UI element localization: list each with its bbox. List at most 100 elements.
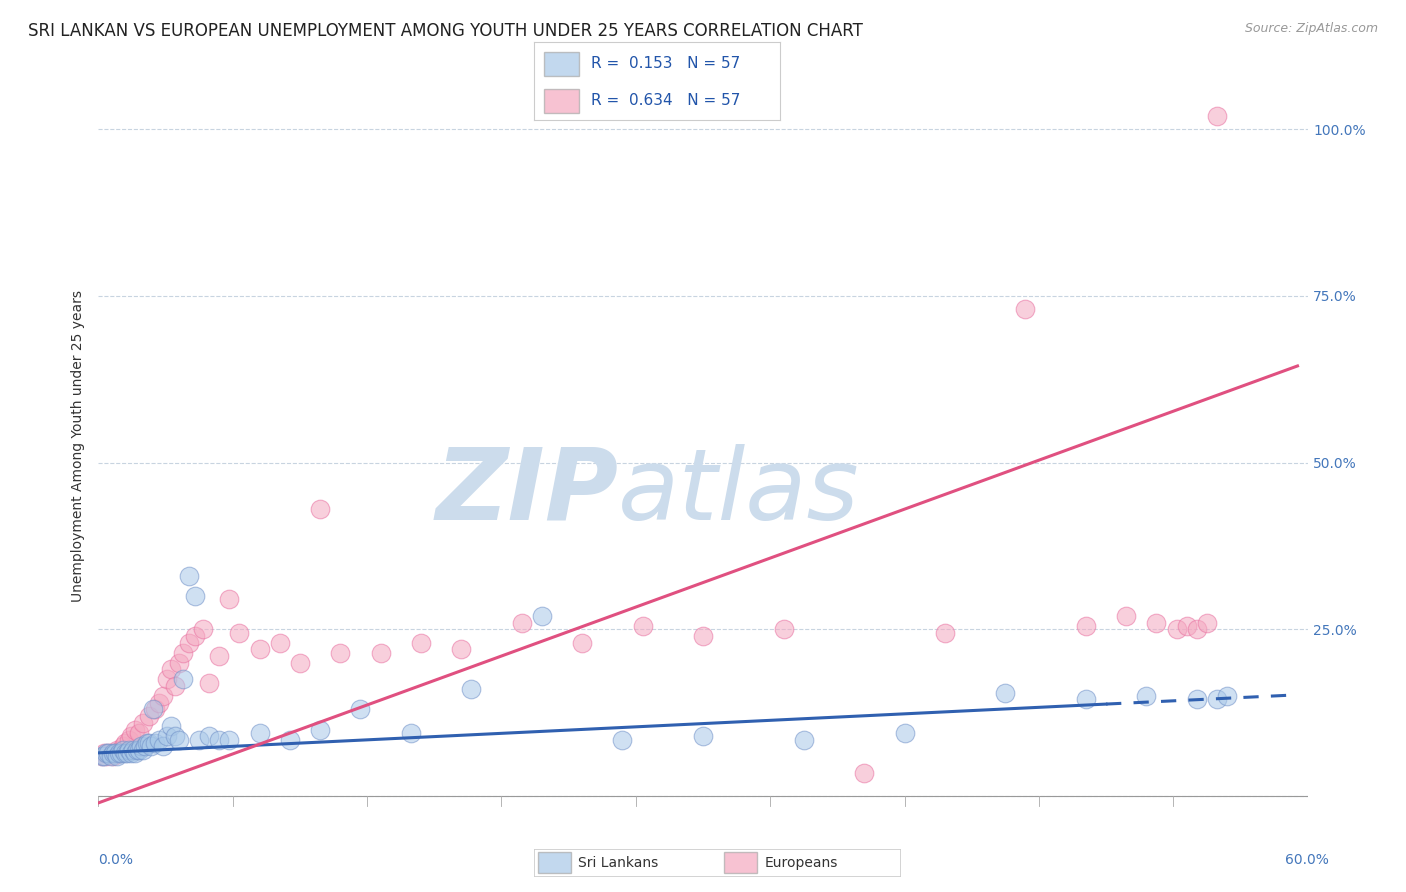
Point: [105, 742, 128, 756]
Point: [208, 649, 231, 664]
Point: [793, 732, 815, 747]
Point: [142, 702, 165, 716]
Point: [208, 732, 231, 747]
FancyBboxPatch shape: [538, 852, 571, 873]
Point: [93, 749, 115, 764]
Point: [101, 749, 124, 764]
Point: [134, 739, 156, 754]
Point: [124, 746, 146, 760]
Point: [121, 742, 143, 756]
Y-axis label: Unemployment Among Youth under 25 years: Unemployment Among Youth under 25 years: [72, 290, 86, 602]
Point: [115, 746, 138, 760]
Point: [91, 749, 114, 764]
Point: [100, 749, 122, 764]
Point: [269, 636, 291, 650]
Point: [1195, 615, 1218, 630]
Point: [91, 749, 114, 764]
Point: [198, 729, 221, 743]
Point: [329, 646, 352, 660]
Point: [100, 746, 122, 760]
Point: [409, 636, 432, 650]
Point: [1014, 302, 1036, 317]
Point: [107, 746, 129, 760]
Point: [1115, 609, 1137, 624]
Point: [460, 682, 482, 697]
Point: [128, 742, 150, 756]
Point: [1216, 689, 1239, 703]
Point: [370, 646, 392, 660]
Point: [118, 732, 141, 747]
Point: [111, 739, 134, 754]
Point: [160, 663, 183, 677]
Point: [103, 746, 125, 760]
Point: [148, 732, 170, 747]
Point: [139, 739, 162, 754]
Point: [934, 625, 956, 640]
Point: [188, 732, 211, 747]
Point: [1074, 619, 1097, 633]
Point: [101, 746, 124, 760]
Point: [156, 729, 179, 743]
Point: [152, 689, 174, 703]
Point: [309, 502, 332, 516]
Text: R =  0.634   N = 57: R = 0.634 N = 57: [591, 94, 740, 108]
Point: [114, 736, 136, 750]
Point: [172, 673, 194, 687]
Text: R =  0.153   N = 57: R = 0.153 N = 57: [591, 56, 740, 71]
Point: [110, 746, 132, 760]
Point: [172, 646, 194, 660]
Point: [107, 746, 129, 760]
Text: ZIP: ZIP: [436, 443, 619, 541]
FancyBboxPatch shape: [544, 52, 579, 76]
Point: [218, 592, 240, 607]
Text: 60.0%: 60.0%: [1285, 853, 1329, 867]
Point: [114, 746, 136, 760]
Point: [399, 726, 422, 740]
Point: [530, 609, 553, 624]
Text: atlas: atlas: [619, 443, 860, 541]
Point: [132, 742, 155, 756]
Point: [228, 625, 250, 640]
Point: [167, 656, 190, 670]
Point: [125, 742, 148, 756]
Point: [163, 679, 186, 693]
Point: [692, 629, 714, 643]
Point: [97, 746, 120, 760]
Point: [218, 732, 240, 747]
Point: [111, 742, 134, 756]
Point: [309, 723, 332, 737]
Text: Europeans: Europeans: [765, 855, 838, 870]
Point: [450, 642, 472, 657]
Point: [184, 589, 207, 603]
Point: [96, 746, 118, 760]
Text: Source: ZipAtlas.com: Source: ZipAtlas.com: [1244, 22, 1378, 36]
Point: [179, 636, 201, 650]
Point: [1206, 692, 1229, 706]
Point: [129, 739, 152, 754]
Text: 0.0%: 0.0%: [98, 853, 134, 867]
Point: [198, 675, 221, 690]
Point: [692, 729, 714, 743]
Point: [148, 696, 170, 710]
Point: [1166, 623, 1188, 637]
Point: [103, 746, 125, 760]
FancyBboxPatch shape: [544, 89, 579, 112]
Point: [96, 749, 118, 764]
Point: [138, 709, 160, 723]
Text: Sri Lankans: Sri Lankans: [578, 855, 658, 870]
Point: [571, 636, 593, 650]
Point: [1175, 619, 1198, 633]
Point: [184, 629, 207, 643]
Point: [167, 732, 190, 747]
Point: [143, 736, 166, 750]
Point: [179, 569, 201, 583]
Point: [128, 726, 150, 740]
Point: [349, 702, 371, 716]
Point: [249, 642, 271, 657]
Point: [510, 615, 533, 630]
Point: [994, 686, 1017, 700]
Point: [118, 742, 141, 756]
Point: [1135, 689, 1157, 703]
Text: SRI LANKAN VS EUROPEAN UNEMPLOYMENT AMONG YOUTH UNDER 25 YEARS CORRELATION CHART: SRI LANKAN VS EUROPEAN UNEMPLOYMENT AMON…: [28, 22, 863, 40]
Point: [110, 742, 132, 756]
